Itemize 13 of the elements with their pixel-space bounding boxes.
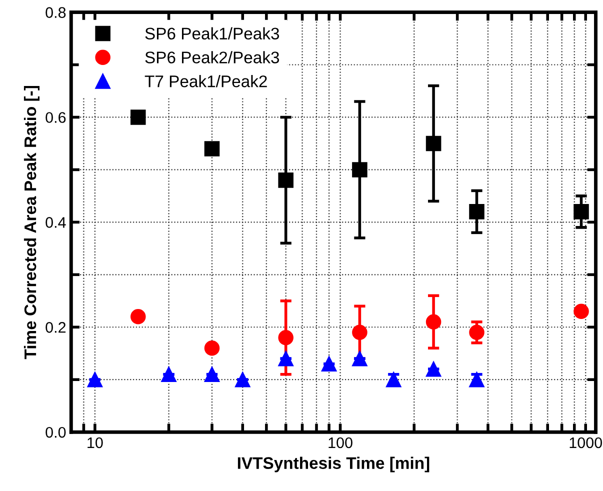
- legend-label: SP6 Peak2/Peak3: [145, 51, 280, 64]
- legend-label: T7 Peak1/Peak2: [144, 75, 267, 88]
- x-axis-title: IVTSynthesis Time [min]: [238, 456, 430, 472]
- x-tick-label: 10: [88, 437, 103, 448]
- legend-label: SP6 Peak1/Peak3: [145, 27, 280, 40]
- y-tick-label: 0.8: [46, 7, 66, 18]
- y-tick-label: 0.0: [46, 426, 66, 438]
- x-tick-label: 1000: [570, 437, 602, 448]
- y-axis-title: Time Corrected Area Peak Ratio [-]: [24, 86, 40, 360]
- x-tick-label: 100: [328, 437, 352, 448]
- y-tick-label: 0.6: [46, 112, 66, 123]
- y-tick-label: 0.2: [46, 322, 66, 333]
- y-tick-label: 0.4: [46, 217, 66, 228]
